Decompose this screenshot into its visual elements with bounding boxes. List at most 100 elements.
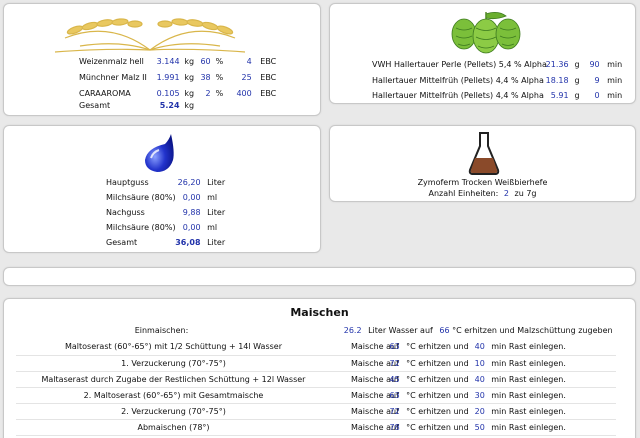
- malt-name: CARAAROMA: [79, 89, 131, 98]
- mash-step-temp: 72: [389, 358, 400, 368]
- mash-step-prefix: Maische auf: [351, 374, 399, 384]
- water-label: Nachguss: [106, 208, 145, 217]
- malt-row: Weizenmalz hell 3.144 kg 60 % 4 EBC: [79, 57, 276, 66]
- mash-step-mid: °C erhitzen und: [406, 390, 469, 400]
- mash-step-row: 2. Verzuckerung (70°-75°) Maische auf 72…: [16, 403, 616, 420]
- mash-step-instruction: Maische auf 78 °C erhitzen und 50 min Ra…: [331, 419, 616, 436]
- water-value: 9,88: [182, 208, 201, 217]
- einmaischen-temp: 66: [439, 326, 450, 335]
- malt-percent-sign: %: [215, 89, 224, 98]
- malt-amount: 0.105: [156, 89, 180, 98]
- malt-row: Münchner Malz II 1.991 kg 38 % 25 EBC: [79, 73, 276, 82]
- flask-icon: [468, 132, 500, 175]
- empty-panel: [3, 267, 636, 286]
- mash-step-time: 40: [474, 342, 485, 352]
- hop-row: Hallertauer Mittelfrüh (Pellets) 4,4 % A…: [372, 76, 622, 85]
- mash-step-temp: 63: [389, 342, 400, 352]
- mash-step-suffix: min Rast einlegen.: [491, 390, 566, 400]
- water-value: 26,20: [177, 178, 201, 187]
- mash-step-mid: °C erhitzen und: [406, 422, 469, 432]
- water-unit: Liter: [207, 208, 226, 217]
- einmaischen-text1: Liter Wasser auf: [368, 326, 433, 335]
- einmaischen-amount: 26.2: [343, 326, 362, 335]
- hop-unit: g: [574, 91, 580, 100]
- yeast-units-label: Anzahl Einheiten:: [428, 189, 499, 198]
- water-value: 0,00: [182, 223, 201, 232]
- mash-step-suffix: min Rast einlegen.: [491, 374, 566, 384]
- water-value: 0,00: [182, 193, 201, 202]
- hop-row: Hallertauer Mittelfrüh (Pellets) 4,4 % A…: [372, 91, 622, 100]
- mash-step-name: Maltaserast durch Zugabe der Restlichen …: [16, 371, 331, 388]
- water-total-row: Gesamt 36,08 Liter: [106, 238, 227, 247]
- hop-amount: 21.36: [545, 60, 569, 69]
- einmaischen-text2: °C erhitzen und Malzschüttung zugeben: [452, 326, 613, 335]
- hop-time: 90: [589, 60, 600, 69]
- mash-step-temp: 45: [389, 374, 400, 384]
- mash-step-temp: 78: [389, 422, 400, 432]
- mash-step-row: 1. Verzuckerung (70°-75°) Maische auf 72…: [16, 355, 616, 372]
- malt-amount: 1.991: [156, 73, 180, 82]
- hop-unit: g: [574, 76, 580, 85]
- hop-time: 9: [594, 76, 600, 85]
- mash-panel: Maischen Einmaischen: 26.2 Liter Wasser …: [3, 298, 636, 438]
- mash-step-instruction: Maische auf 72 °C erhitzen und 20 min Ra…: [331, 403, 616, 420]
- malt-percent-sign: %: [215, 73, 224, 82]
- malt-panel: Weizenmalz hell 3.144 kg 60 % 4 EBC Münc…: [3, 3, 321, 116]
- malt-ebc-unit: EBC: [260, 57, 277, 66]
- wheat-icon: [54, 18, 246, 53]
- malt-ebc-unit: EBC: [260, 89, 277, 98]
- malt-unit: kg: [184, 57, 195, 66]
- water-unit: Liter: [207, 178, 226, 187]
- mash-step-row: Maltaserast durch Zugabe der Restlichen …: [16, 371, 616, 388]
- hops-panel: VWH Hallertauer Perle (Pellets) 5,4 % Al…: [329, 3, 636, 104]
- mash-step-prefix: Maische auf: [351, 342, 399, 352]
- water-row: Milchsäure (80%) 0,00 ml: [106, 223, 227, 232]
- mash-step-instruction: Maische auf 72 °C erhitzen und 10 min Ra…: [331, 355, 616, 372]
- malt-ebc-unit: EBC: [260, 73, 277, 82]
- hop-time-unit: min: [607, 76, 623, 85]
- mash-step-row: Maltoserast (60°-65°) mit 1/2 Schüttung …: [16, 339, 616, 356]
- mash-step-instruction: Maische auf 63 °C erhitzen und 40 min Ra…: [331, 339, 616, 356]
- mash-step-temp: 72: [389, 406, 400, 416]
- water-label: Hauptguss: [106, 178, 149, 187]
- yeast-name: Zymoferm Trocken Weißbierhefe: [417, 178, 548, 187]
- water-row: Milchsäure (80%) 0,00 ml: [106, 193, 227, 202]
- mash-einmaischen-row: Einmaischen: 26.2 Liter Wasser auf 66 °C…: [4, 326, 635, 335]
- hop-time-unit: min: [607, 60, 623, 69]
- malt-percent: 38: [200, 73, 211, 82]
- water-label: Milchsäure (80%): [106, 223, 176, 232]
- malt-total-unit: kg: [184, 101, 195, 110]
- mash-step-mid: °C erhitzen und: [406, 406, 469, 416]
- mash-step-suffix: min Rast einlegen.: [491, 342, 566, 352]
- mash-step-mid: °C erhitzen und: [406, 358, 469, 368]
- hop-unit: g: [574, 60, 580, 69]
- malt-percent: 2: [205, 89, 211, 98]
- water-label: Milchsäure (80%): [106, 193, 176, 202]
- hop-name: Hallertauer Mittelfrüh (Pellets) 4,4 % A…: [372, 91, 544, 100]
- malt-name: Münchner Malz II: [79, 73, 147, 82]
- hops-icon: [451, 12, 521, 54]
- mash-step-prefix: Maische auf: [351, 390, 399, 400]
- mash-step-time: 40: [474, 374, 485, 384]
- water-unit: ml: [207, 223, 218, 232]
- malt-ebc: 25: [241, 73, 252, 82]
- mash-step-time: 50: [474, 422, 485, 432]
- malt-row: CARAAROMA 0.105 kg 2 % 400 EBC: [79, 89, 276, 98]
- water-drop-icon: [145, 134, 174, 172]
- hop-time: 0: [594, 91, 600, 100]
- mash-steps-table: Maltoserast (60°-65°) mit 1/2 Schüttung …: [16, 339, 616, 436]
- mash-step-name: 2. Verzuckerung (70°-75°): [16, 403, 331, 420]
- water-total-label: Gesamt: [106, 238, 138, 247]
- malt-name: Weizenmalz hell: [79, 57, 144, 66]
- malt-total-row: Gesamt 5.24 kg: [79, 101, 194, 110]
- mash-step-name: 2. Maltoserast (60°-65°) mit Gesamtmaisc…: [16, 387, 331, 404]
- mash-step-name: 1. Verzuckerung (70°-75°): [16, 355, 331, 372]
- mash-step-row: Abmaischen (78°) Maische auf 78 °C erhit…: [16, 419, 616, 436]
- water-row: Hauptguss 26,20 Liter: [106, 178, 227, 187]
- malt-amount: 3.144: [156, 57, 180, 66]
- malt-unit: kg: [184, 73, 195, 82]
- mash-step-suffix: min Rast einlegen.: [491, 358, 566, 368]
- mash-step-prefix: Maische auf: [351, 358, 399, 368]
- yeast-units-suffix: zu 7g: [514, 189, 537, 198]
- mash-step-prefix: Maische auf: [351, 406, 399, 416]
